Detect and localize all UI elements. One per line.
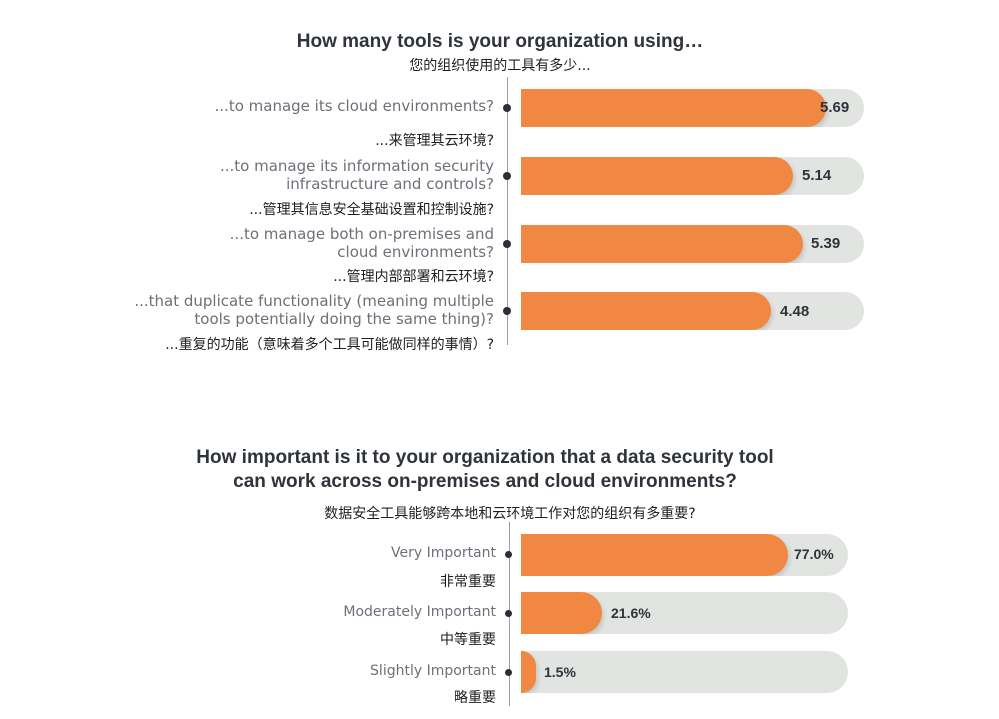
chart1-row4-marker-dot [503, 307, 511, 315]
chart1-row1-label-cn: ...来管理其云环境? [375, 133, 494, 149]
chart2-row2-label: Moderately Important [343, 604, 496, 620]
chart2-row1-value: 77.0% [794, 546, 834, 562]
chart2-row2-marker-dot [505, 610, 512, 617]
chart2-subtitle: 数据安全工具能够跨本地和云环境工作对您的组织有多重要? [324, 506, 696, 522]
chart1-subtitle: 您的组织使用的工具有多少... [409, 58, 591, 74]
chart2-row2-bar-fill [521, 592, 603, 634]
chart1-row2-label-line1: ...to manage its information security [219, 157, 494, 175]
chart2-title-line2: can work across on-premises and cloud en… [233, 471, 737, 492]
chart1-row4-label-cn: ...重复的功能（意味着多个工具可能做同样的事情）? [165, 337, 494, 353]
chart1-row3-bar-fill [521, 225, 803, 263]
chart1-row4-label-line2: tools potentially doing the same thing)? [194, 310, 494, 328]
chart1-row2-value: 5.14 [802, 167, 832, 184]
chart1-row1-marker-dot [503, 104, 511, 112]
chart1-row3-bar-track [521, 225, 864, 263]
chart1-row3-value: 5.39 [811, 235, 841, 252]
chart1-row3-label-line2: cloud environments? [337, 243, 494, 261]
chart2-row3-value: 1.5% [544, 664, 576, 680]
chart2-row3-marker-dot [505, 669, 512, 676]
chart1-row4-label-line1: ...that duplicate functionality (meaning… [134, 292, 494, 310]
chart1-row2-label-line2: infrastructure and controls? [286, 175, 494, 193]
chart1-row1-label-line1: ...to manage its cloud environments? [214, 97, 494, 115]
chart1-row1-bar-track [521, 89, 864, 127]
chart1-row2-bar-track [521, 157, 864, 195]
chart2-title-line1: How important is it to your organization… [196, 447, 774, 468]
chart1-row4-value: 4.48 [780, 303, 810, 320]
chart1-row2-bar-fill [521, 157, 794, 195]
chart1-row2-marker-dot [503, 172, 511, 180]
chart2-title: How important is it to your organization… [150, 446, 820, 494]
chart1-row3-label-cn: ...管理内部部署和云环境? [333, 269, 494, 285]
chart2-row3-label-cn: 略重要 [454, 690, 496, 706]
chart1-row1-value: 5.69 [820, 99, 850, 116]
chart2-row2-label-cn: 中等重要 [440, 632, 496, 648]
chart1-row2-label: ...to manage its information security in… [100, 157, 494, 193]
chart2-row2-value: 21.6% [611, 605, 651, 621]
chart2-row3-label: Slightly Important [370, 663, 496, 679]
chart1-row1-bar-fill [521, 89, 826, 127]
chart1-row4-bar-track [521, 292, 864, 330]
chart2-row1-marker-dot [505, 551, 512, 558]
chart2-row3-bar-fill [521, 651, 536, 693]
chart2-row1-label: Very Important [391, 545, 496, 561]
chart2-row1-label-cn: 非常重要 [440, 574, 496, 590]
chart1-row1-label: ...to manage its cloud environments? [100, 97, 494, 115]
chart1-row3-marker-dot [503, 240, 511, 248]
chart1-row4-bar-fill [521, 292, 772, 330]
chart2-row1-bar-fill [521, 534, 788, 576]
chart1-row2-label-cn: ...管理其信息安全基础设置和控制设施? [249, 202, 494, 218]
chart1-row3-label: ...to manage both on-premises and cloud … [100, 225, 494, 261]
chart1-axis-line [507, 77, 508, 345]
chart2-row3-bar-track [521, 651, 848, 693]
chart1-title: How many tools is your organization usin… [296, 31, 704, 52]
chart2-row2-bar-track [521, 592, 848, 634]
chart1-row3-label-line1: ...to manage both on-premises and [229, 225, 494, 243]
chart2-row1-bar-track [521, 534, 848, 576]
chart1-row4-label: ...that duplicate functionality (meaning… [60, 292, 494, 328]
